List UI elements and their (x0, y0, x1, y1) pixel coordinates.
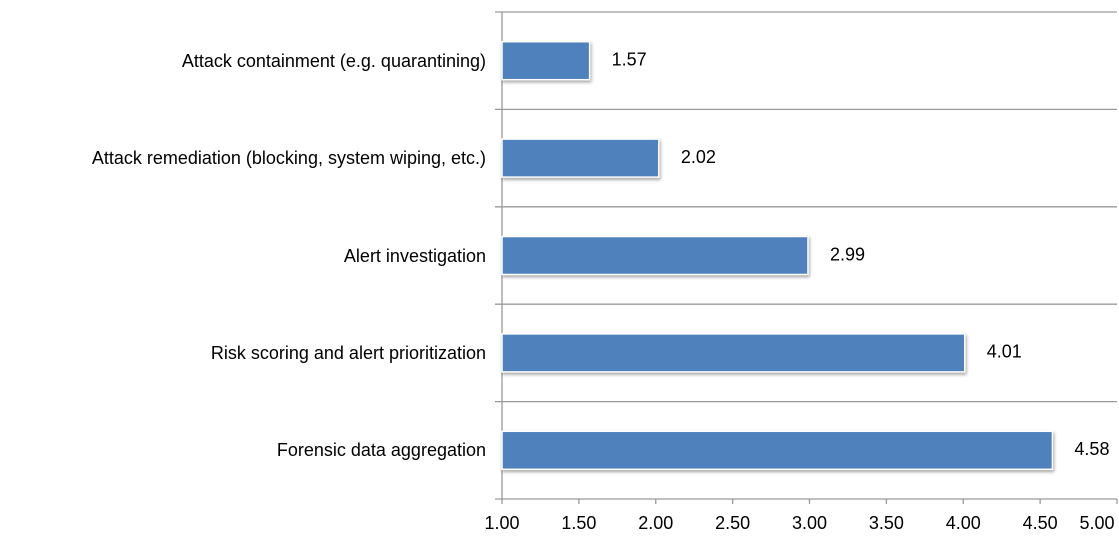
x-tick-label: 1.50 (561, 513, 596, 533)
x-tick-label: 2.50 (715, 513, 750, 533)
category-label: Attack containment (e.g. quarantining) (181, 50, 486, 71)
data-label: 4.58 (1074, 439, 1109, 459)
bar (501, 40, 591, 81)
data-label: 1.57 (612, 49, 647, 69)
data-label: 2.99 (830, 244, 865, 264)
x-tick-label: 2.00 (638, 513, 673, 533)
x-tick-label: 3.50 (869, 513, 904, 533)
x-tick-label: 3.00 (792, 513, 827, 533)
data-label: 2.02 (681, 147, 716, 167)
bar (501, 333, 966, 373)
bar (501, 430, 1054, 471)
x-tick-label: 4.50 (1023, 513, 1058, 533)
category-label: Forensic data aggregation (276, 440, 486, 461)
x-tick-label: 1.00 (484, 513, 519, 533)
bar (501, 235, 809, 276)
category-label: Attack remediation (blocking, system wip… (91, 148, 486, 169)
data-label: 4.01 (987, 342, 1022, 362)
x-tick-label: 5.00 (1079, 513, 1114, 533)
category-label: Risk scoring and alert prioritization (210, 342, 486, 363)
bar (501, 138, 660, 178)
category-label: Alert investigation (343, 245, 486, 266)
x-tick-label: 4.00 (946, 513, 981, 533)
